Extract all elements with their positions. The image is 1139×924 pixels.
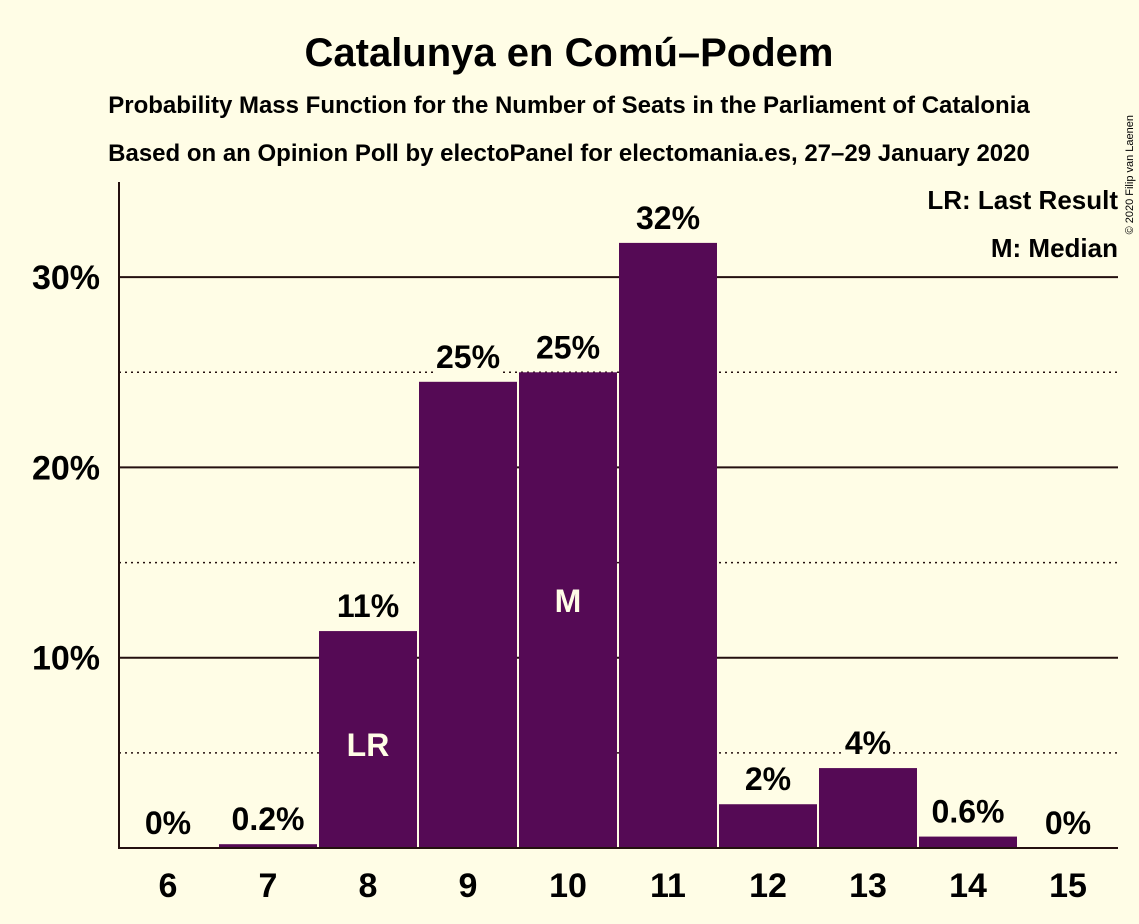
data-label-11: 32% bbox=[636, 200, 700, 236]
chart-subtitle-2: Based on an Opinion Poll by electoPanel … bbox=[108, 140, 1030, 167]
data-label-13: 4% bbox=[845, 725, 891, 761]
data-label-6: 0% bbox=[145, 805, 191, 841]
x-axis-ticks: 6 7 8 9 10 11 12 13 14 15 bbox=[159, 867, 1087, 905]
legend-median: M: Median bbox=[991, 233, 1118, 263]
bar-11 bbox=[619, 242, 717, 849]
y-axis-ticks: 10% 20% 30% bbox=[32, 259, 100, 678]
x-tick-label: 8 bbox=[359, 867, 378, 905]
data-label-7: 0.2% bbox=[232, 801, 305, 837]
data-label-12: 2% bbox=[745, 761, 791, 797]
data-label-background bbox=[633, 198, 703, 237]
x-tick-label: 6 bbox=[159, 867, 178, 905]
x-tick-label: 14 bbox=[949, 867, 987, 905]
y-tick-label: 10% bbox=[32, 640, 100, 678]
bar-14 bbox=[919, 836, 1017, 848]
data-label-15: 0% bbox=[1045, 805, 1091, 841]
data-label-background bbox=[333, 587, 403, 626]
data-label-background bbox=[433, 337, 503, 376]
data-label-10: 25% bbox=[536, 329, 600, 365]
data-labels: 0% 0.2% 11% LR 25% 25% M 32% 2% 4% 0.6% 0% bbox=[143, 198, 1093, 842]
data-label-background bbox=[743, 760, 793, 799]
bar-12 bbox=[719, 804, 817, 848]
bars bbox=[219, 242, 1017, 849]
data-label-background bbox=[843, 724, 893, 763]
data-label-background bbox=[224, 800, 312, 839]
x-tick-label: 12 bbox=[749, 867, 787, 905]
data-label-14: 0.6% bbox=[932, 794, 1005, 830]
x-tick-label: 15 bbox=[1049, 867, 1087, 905]
data-label-background bbox=[924, 792, 1012, 831]
bar-7 bbox=[219, 844, 317, 848]
x-tick-label: 10 bbox=[549, 867, 587, 905]
x-tick-label: 9 bbox=[459, 867, 478, 905]
x-tick-label: 7 bbox=[259, 867, 278, 905]
bar-marker-m: M bbox=[555, 583, 582, 619]
x-tick-label: 13 bbox=[849, 867, 887, 905]
data-label-9: 25% bbox=[436, 339, 500, 375]
y-tick-label: 30% bbox=[32, 259, 100, 297]
data-label-background bbox=[533, 328, 603, 367]
data-label-background bbox=[143, 804, 193, 842]
chart-subtitle-1: Probability Mass Function for the Number… bbox=[108, 92, 1030, 119]
copyright-notice: © 2020 Filip van Laenen bbox=[1124, 115, 1136, 234]
data-label-8: 11% bbox=[337, 588, 399, 624]
bar-marker-lr: LR bbox=[347, 727, 390, 763]
bar-10 bbox=[519, 372, 617, 848]
gridlines bbox=[119, 276, 1118, 754]
x-tick-label: 11 bbox=[650, 867, 686, 905]
legend-last-result: LR: Last Result bbox=[927, 185, 1118, 215]
bar-8 bbox=[319, 631, 417, 848]
y-tick-label: 20% bbox=[32, 449, 100, 487]
bar-13 bbox=[819, 768, 917, 848]
bar-9 bbox=[419, 381, 517, 848]
data-label-background bbox=[1043, 804, 1093, 842]
chart-title: Catalunya en Comú–Podem bbox=[304, 31, 833, 75]
